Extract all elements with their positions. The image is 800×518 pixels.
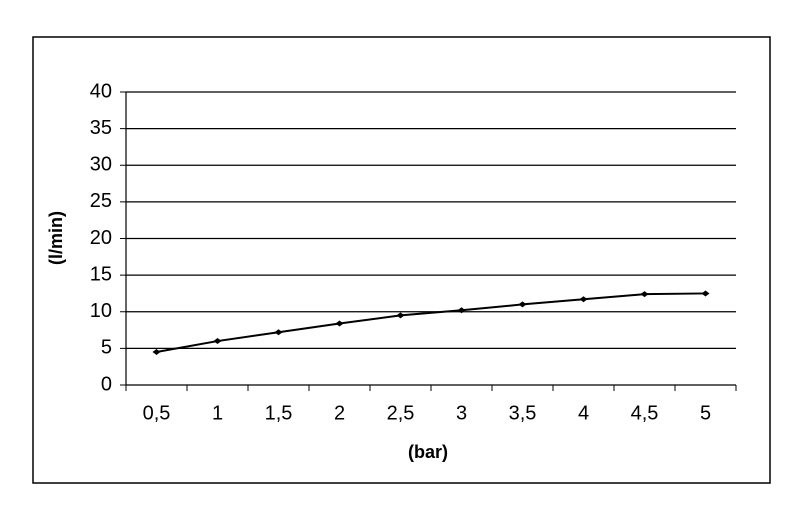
x-tick-label: 2,5 [387,402,415,424]
data-point [518,301,527,308]
x-tick-label: 4,5 [631,402,659,424]
y-tick-label: 0 [101,373,112,395]
data-point [335,320,344,327]
y-tick-label: 35 [90,117,112,139]
x-tick-label: 4 [578,402,589,424]
y-tick-label: 15 [90,263,112,285]
x-tick-label: 2 [334,402,345,424]
data-point [152,349,161,356]
data-point [274,329,283,336]
x-tick-label: 5 [700,402,711,424]
x-tick-label: 0,5 [143,402,171,424]
data-point [579,296,588,303]
y-tick-label: 30 [90,154,112,176]
data-point [396,312,405,319]
data-point [457,307,466,314]
data-point [640,291,649,298]
chart-frame [32,36,771,484]
x-tick-label: 3 [456,402,467,424]
y-tick-label: 40 [90,80,112,102]
data-line [156,292,706,354]
y-tick-label: 10 [90,300,112,322]
y-tick-label: 25 [90,190,112,212]
x-tick-label: 1 [212,402,223,424]
y-axis-label: (l/min) [46,211,66,265]
y-tick-label: 20 [90,227,112,249]
data-point [701,290,710,297]
data-point [213,338,222,345]
y-tick-label: 5 [101,337,112,359]
x-tick-label: 1,5 [265,402,293,424]
x-axis-label: (bar) [408,442,448,462]
x-tick-label: 3,5 [509,402,537,424]
